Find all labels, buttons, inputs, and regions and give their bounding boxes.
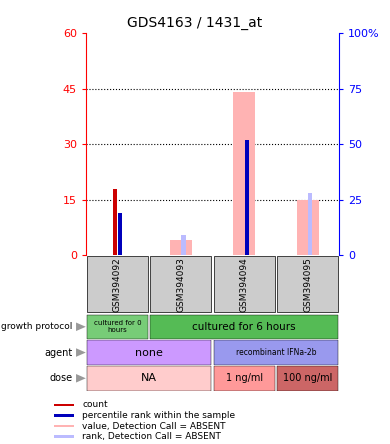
Text: GSM394092: GSM394092 (113, 257, 122, 312)
Bar (308, 193, 312, 255)
FancyBboxPatch shape (277, 257, 338, 313)
Text: cultured for 0
hours: cultured for 0 hours (94, 320, 141, 333)
Bar (181, 235, 186, 255)
Text: recombinant IFNa-2b: recombinant IFNa-2b (236, 348, 316, 357)
FancyBboxPatch shape (214, 341, 338, 365)
Bar (245, 140, 249, 255)
Text: 1 ng/ml: 1 ng/ml (226, 373, 263, 383)
FancyBboxPatch shape (87, 366, 211, 391)
Text: none: none (135, 348, 163, 357)
FancyBboxPatch shape (151, 257, 211, 313)
Text: GSM394094: GSM394094 (240, 257, 249, 312)
Bar (53, 435, 74, 438)
Text: rank, Detection Call = ABSENT: rank, Detection Call = ABSENT (82, 432, 221, 441)
FancyBboxPatch shape (87, 341, 211, 365)
Bar (245, 140, 249, 255)
Polygon shape (76, 348, 86, 357)
Bar (113, 189, 117, 255)
FancyBboxPatch shape (87, 315, 148, 339)
Bar (53, 404, 74, 406)
FancyBboxPatch shape (151, 315, 338, 339)
Text: 100 ng/ml: 100 ng/ml (283, 373, 332, 383)
Text: dose: dose (49, 373, 72, 383)
Polygon shape (76, 374, 86, 383)
Bar (170, 241, 192, 255)
Bar (118, 213, 122, 255)
FancyBboxPatch shape (214, 257, 275, 313)
Text: NA: NA (141, 373, 157, 383)
Text: cultured for 6 hours: cultured for 6 hours (192, 322, 296, 332)
Text: growth protocol: growth protocol (1, 322, 72, 331)
Text: percentile rank within the sample: percentile rank within the sample (82, 411, 235, 420)
Text: GDS4163 / 1431_at: GDS4163 / 1431_at (128, 16, 262, 30)
Polygon shape (76, 322, 86, 331)
Text: value, Detection Call = ABSENT: value, Detection Call = ABSENT (82, 421, 225, 431)
Text: GSM394095: GSM394095 (303, 257, 312, 312)
Text: GSM394093: GSM394093 (176, 257, 185, 312)
Text: agent: agent (44, 348, 72, 357)
Bar (53, 425, 74, 427)
Text: count: count (82, 400, 108, 409)
Bar (53, 414, 74, 417)
FancyBboxPatch shape (214, 366, 275, 391)
FancyBboxPatch shape (277, 366, 338, 391)
Bar (296, 200, 319, 255)
Bar (233, 92, 255, 255)
FancyBboxPatch shape (87, 257, 148, 313)
